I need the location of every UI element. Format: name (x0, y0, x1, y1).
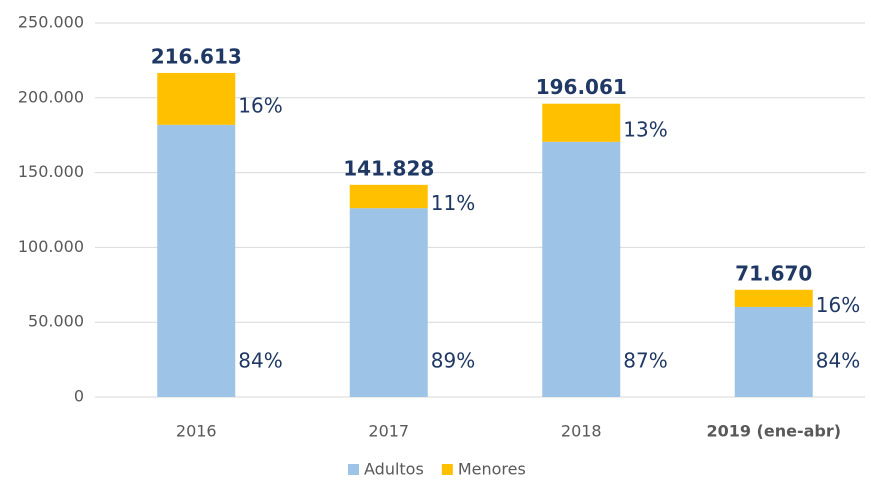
share-label: 89% (431, 349, 475, 373)
bar-segment (157, 72, 236, 125)
share-label: 84% (238, 349, 282, 373)
y-tick-label: 150.000 (18, 162, 84, 181)
x-tick-label: 2017 (368, 422, 409, 441)
y-tick-label: 0 (74, 387, 84, 406)
x-tick-label: 2018 (561, 422, 602, 441)
x-tick-label: 2019 (ene-abr) (706, 422, 841, 441)
total-label: 216.613 (151, 44, 242, 68)
x-tick-label: 2016 (176, 422, 217, 441)
bar-segment (734, 289, 813, 307)
bar-segment (157, 124, 236, 397)
legend-label: Menores (458, 460, 526, 479)
share-label: 87% (623, 349, 667, 373)
legend-swatch (441, 464, 453, 475)
total-label: 141.828 (343, 156, 434, 180)
bar-segment (542, 141, 621, 397)
share-label: 16% (816, 293, 860, 317)
bar-segment (349, 208, 428, 397)
y-tick-label: 250.000 (18, 13, 84, 32)
share-label: 11% (431, 191, 475, 215)
y-tick-label: 200.000 (18, 87, 84, 106)
total-label: 71.670 (735, 261, 812, 285)
total-label: 196.061 (536, 75, 627, 99)
legend-swatch (348, 464, 359, 475)
y-tick-label: 100.000 (18, 237, 84, 256)
legend-label: Adultos (364, 460, 424, 479)
y-tick-label: 50.000 (28, 312, 84, 331)
share-label: 84% (816, 349, 860, 373)
bar-segment (349, 184, 428, 209)
share-label: 13% (623, 117, 667, 141)
bar-segment (734, 306, 813, 397)
share-label: 16% (238, 93, 282, 117)
bar-segment (542, 103, 621, 142)
